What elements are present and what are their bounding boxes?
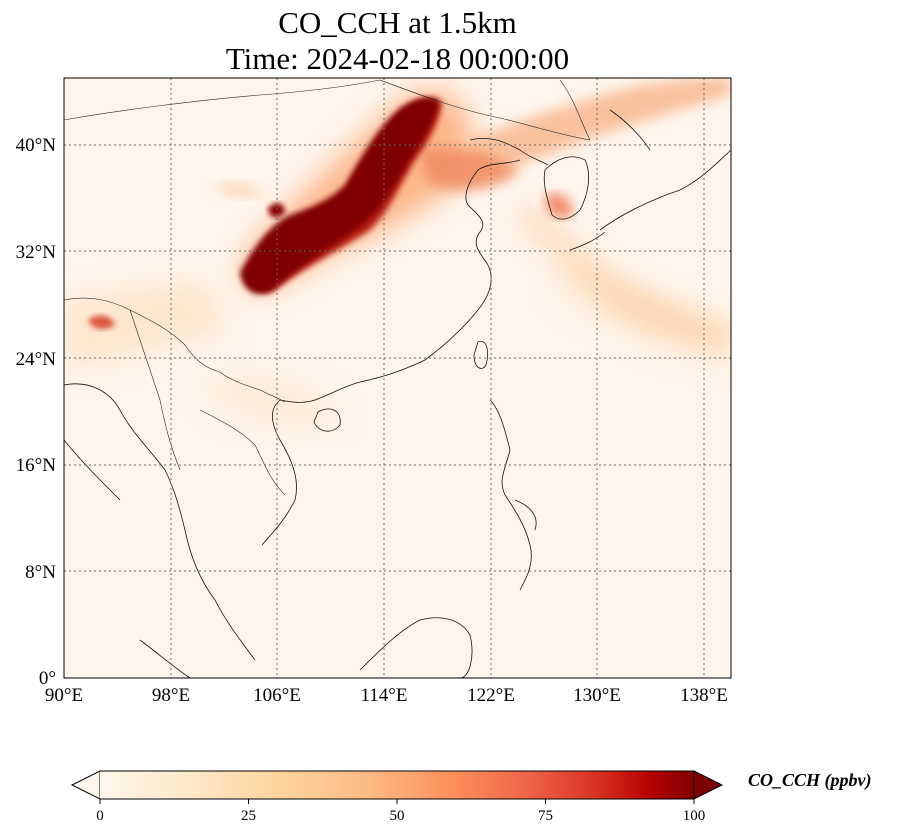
x-tick-label: 98°E [152, 685, 190, 706]
y-tick-label: 0° [39, 668, 56, 689]
y-tick-label: 40°N [16, 135, 57, 156]
map-frame [63, 77, 732, 679]
concentration-field [64, 78, 731, 430]
gridlines [64, 78, 731, 678]
colorbar-tick-label: 0 [96, 808, 104, 824]
coastlines [64, 109, 731, 678]
x-tick-label: 130°E [573, 685, 621, 706]
y-tick-label: 16°N [16, 455, 57, 476]
colorbar-gradient [100, 771, 694, 799]
colorbar-extend-min [70, 770, 101, 800]
colorbar-tick-label: 75 [538, 808, 553, 824]
colorbar-tick-label: 25 [241, 808, 256, 824]
y-tick-label: 32°N [16, 242, 57, 263]
x-tick-label: 122°E [467, 685, 515, 706]
x-tick-label: 138°E [680, 685, 728, 706]
map-title-line-1: CO_CCH at 1.5km [278, 5, 517, 40]
x-tick-label: 114°E [361, 685, 408, 706]
colorbar-tick-label: 100 [683, 808, 706, 824]
colorbar: 0 25 50 75 100 [70, 770, 724, 824]
colorbar-extend-max [693, 770, 724, 800]
country-borders [64, 79, 591, 496]
y-tick-label: 8°N [25, 562, 56, 583]
x-tick-label: 106°E [253, 685, 301, 706]
colorbar-label: CO_CCH (ppbv) [748, 770, 872, 790]
map-title-line-2: Time: 2024-02-18 00:00:00 [225, 41, 570, 76]
y-tick-label: 24°N [16, 349, 57, 370]
colorbar-tick-label: 50 [390, 808, 405, 824]
x-tick-label: 90°E [45, 685, 83, 706]
